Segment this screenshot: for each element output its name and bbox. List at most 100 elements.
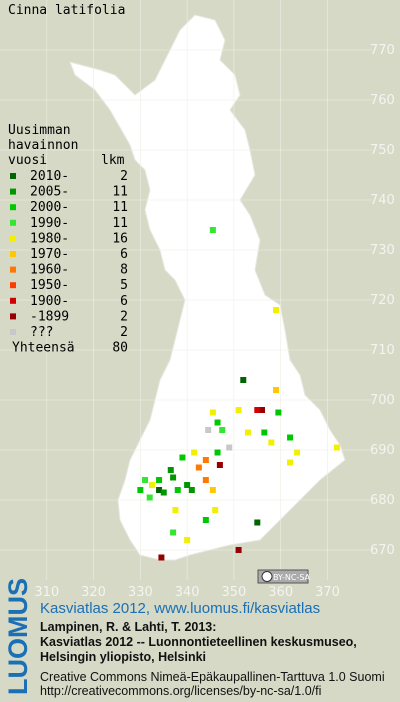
y-tick-label: 690	[370, 443, 395, 458]
legend-count: 6	[120, 247, 128, 262]
legend-count: 16	[112, 231, 128, 246]
observation	[184, 482, 191, 488]
x-tick-label: 370	[315, 585, 340, 600]
observation	[179, 454, 186, 461]
legend-label: 1980-	[30, 231, 69, 246]
observation	[214, 419, 221, 426]
observation	[172, 507, 179, 513]
legend-count: 2	[120, 309, 128, 324]
observation	[209, 227, 216, 233]
observation	[258, 407, 265, 413]
legend-swatch	[10, 313, 16, 320]
badge-text: BY-NC-SA	[273, 573, 311, 582]
y-tick-label: 750	[370, 143, 395, 158]
legend-label: 1950-	[30, 278, 69, 293]
y-tick-label: 670	[370, 543, 395, 558]
observation	[137, 487, 144, 493]
observation	[188, 487, 195, 493]
observation	[209, 409, 216, 416]
observation	[160, 489, 167, 496]
legend-label: 2000-	[30, 200, 69, 215]
legend-swatch	[10, 173, 16, 179]
observations	[137, 227, 340, 561]
observation	[205, 427, 212, 433]
observation	[184, 537, 191, 543]
legend-header: havainnon	[8, 138, 78, 153]
observation	[235, 407, 242, 413]
legend-swatch	[10, 251, 16, 257]
legend-swatch	[10, 266, 16, 273]
y-tick-label: 730	[370, 243, 395, 258]
y-tick-label: 760	[370, 93, 395, 108]
x-tick-label: 360	[268, 585, 293, 600]
observation	[202, 457, 209, 463]
y-tick-label: 710	[370, 343, 395, 358]
y-tick-label: 770	[370, 43, 395, 58]
observation	[156, 477, 163, 483]
y-tick-label: 740	[370, 193, 395, 208]
legend-count: 8	[120, 263, 128, 278]
observation	[212, 507, 219, 513]
x-tick-label: 350	[222, 585, 247, 600]
legend-label: 1900-	[30, 294, 69, 309]
observation	[209, 487, 216, 493]
total-label: Yhteensä	[12, 341, 75, 356]
observation	[174, 487, 181, 493]
legend-count: 2	[120, 169, 128, 184]
legend-label: 2005-	[30, 185, 69, 200]
observation	[202, 517, 209, 523]
observation	[226, 444, 233, 451]
observation	[158, 554, 165, 561]
legend-count: 11	[112, 200, 128, 215]
observation	[268, 439, 275, 446]
legend-count-header: lkm	[101, 153, 125, 168]
observation	[146, 494, 153, 501]
legend-header: Uusimman	[8, 123, 71, 138]
legend-label: 1960-	[30, 263, 69, 278]
observation	[333, 444, 340, 451]
legend-swatch	[10, 188, 16, 195]
footer-link: Kasviatlas 2012, www.luomus.fi/kasviatla…	[40, 600, 320, 617]
observation	[170, 529, 177, 536]
observation	[273, 387, 280, 393]
footer: Lampinen, R. & Lahti, T. 2013:Kasviatlas…	[40, 620, 385, 698]
citation-line: Kasviatlas 2012 -- Luonnontieteellinen k…	[40, 635, 357, 649]
observation	[156, 487, 163, 493]
observation	[273, 307, 280, 313]
legend-swatch	[10, 235, 16, 242]
observation	[202, 477, 209, 483]
citation-line: Helsingin yliopisto, Helsinki	[40, 650, 206, 664]
observation	[219, 427, 226, 433]
observation	[254, 519, 261, 526]
legend-count: 11	[112, 216, 128, 231]
observation	[235, 547, 242, 553]
observation	[294, 449, 301, 456]
legend-label: ???	[30, 325, 53, 340]
license-line: Creative Commons Nimeä-Epäkaupallinen-Ta…	[40, 670, 385, 684]
x-tick-label: 310	[34, 585, 59, 600]
legend-swatch	[10, 219, 16, 226]
observation	[287, 459, 294, 466]
title: Cinna latifolia	[8, 3, 125, 18]
observation	[195, 464, 202, 471]
legend-count: 2	[120, 325, 128, 340]
legend-count: 11	[112, 185, 128, 200]
logo: LUOMUS	[3, 578, 33, 695]
y-tick-label: 680	[370, 493, 395, 508]
observation	[149, 482, 156, 488]
legend-count: 6	[120, 294, 128, 309]
legend-swatch	[10, 204, 16, 211]
observation	[142, 477, 149, 483]
observation	[261, 429, 268, 436]
observation	[167, 467, 174, 473]
license-line: http://creativecommons.org/licenses/by-n…	[40, 684, 321, 698]
citation-line: Lampinen, R. & Lahti, T. 2013:	[40, 620, 216, 634]
legend-header: vuosi	[8, 153, 47, 168]
observation	[287, 434, 294, 441]
y-tick-label: 720	[370, 293, 395, 308]
legend-label: -1899	[30, 309, 69, 324]
observation	[244, 429, 251, 436]
legend-swatch	[10, 329, 16, 335]
